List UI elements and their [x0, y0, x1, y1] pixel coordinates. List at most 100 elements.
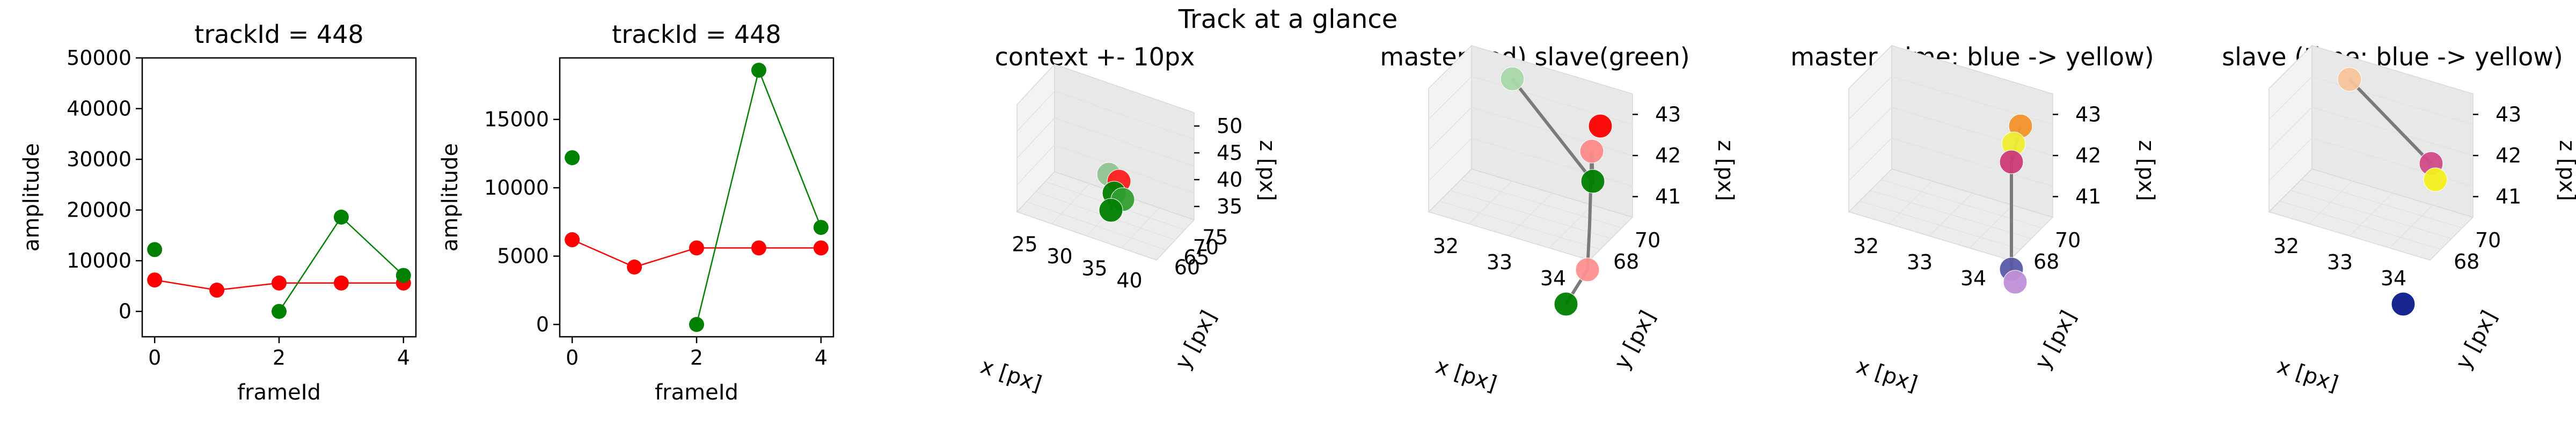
scatter-point — [1099, 198, 1123, 223]
panel-2-ytick-label: 0 — [536, 313, 549, 336]
panel-1-ytick-label: 20000 — [67, 198, 131, 222]
z-tick-label: 43 — [1655, 102, 1681, 126]
z-tick-label: 42 — [2075, 144, 2101, 167]
panel-1-series-0-point — [209, 283, 225, 298]
grid-line — [1880, 179, 2043, 228]
x-tick-label: 32 — [1433, 234, 1459, 258]
panel-3-ylabel: y [px] — [1170, 307, 1221, 374]
y-tick-label: 68 — [2033, 250, 2059, 273]
scatter-point — [2003, 270, 2028, 294]
x-tick-label: 34 — [1540, 267, 1566, 290]
panel-6-xlabel: x [px] — [2274, 354, 2341, 397]
panel-2-series-0-point — [565, 232, 580, 248]
grid-line — [1054, 144, 1195, 194]
grid-line — [1121, 207, 1160, 249]
panel-1-series-0-point — [333, 275, 349, 291]
grid-line — [2389, 204, 2433, 249]
panel-6-ylabel: y [px] — [2451, 307, 2502, 374]
x-tick-label: 33 — [1487, 250, 1512, 274]
amplitude-panel-2: trackId = 448 0 2 4 0 5000 10000 15000 frameId… — [438, 20, 835, 405]
panel-4-xlabel: x [px] — [1432, 354, 1499, 397]
panel-5-ylabel: y [px] — [2030, 307, 2081, 374]
y-tick-label: 70 — [1193, 235, 1219, 259]
x-tick-label: 33 — [2327, 250, 2353, 274]
y-tick-label: 70 — [1635, 228, 1660, 252]
grid-line — [1428, 137, 1472, 182]
panel-2-series-0-point — [813, 240, 829, 256]
panel-2-ylabel: amplitude — [438, 143, 463, 252]
scatter-point — [1588, 114, 1613, 138]
y-tick-label: 60 — [1174, 256, 1200, 279]
figure-suptitle: Track at a glance — [1178, 4, 1398, 34]
grid-line — [1428, 76, 1472, 120]
grid-line — [1891, 137, 2053, 187]
scatter-point — [1999, 150, 2024, 174]
panel-2-xtick-label: 4 — [815, 346, 828, 369]
grid-line — [1848, 76, 1892, 120]
panel-1-ytick-label: 50000 — [67, 46, 131, 70]
panel-2-series-1-point — [565, 150, 580, 166]
panel-3-title: context +- 10px — [995, 42, 1195, 71]
grid-line — [1054, 91, 1195, 140]
panel-1-series-1-point — [147, 242, 163, 257]
z-tick-label: 43 — [2496, 102, 2521, 126]
panel-1-series-0-point — [147, 272, 163, 288]
amplitude-panel-1: trackId = 448 0 2 4 0 10000 20000 30000 40000 50… — [19, 20, 417, 405]
panel-2-series-1-point — [751, 62, 766, 78]
panel-2-xtick-label: 0 — [566, 346, 579, 369]
panel-1-frame — [141, 57, 417, 338]
panel-1-ticks: 0 2 4 0 10000 20000 30000 40000 50000 — [67, 46, 410, 369]
scatter-point — [1500, 66, 1525, 91]
scatter-point — [1575, 257, 1600, 282]
panel-2-ytick-label: 15000 — [484, 108, 549, 131]
panel-1-series-1-point — [396, 268, 411, 283]
x-tick-label: 33 — [1907, 250, 1933, 274]
grid-line — [2311, 107, 2473, 156]
panel-1-xtick-label: 2 — [273, 346, 286, 369]
z-tick-label: 41 — [2075, 185, 2101, 209]
panel-1-ytick-label: 10000 — [67, 249, 131, 272]
panel-1-series-1-line — [278, 216, 404, 312]
scatter-point — [2391, 292, 2416, 316]
panel-2-series-1-line — [696, 68, 822, 325]
panel-3-zlabel: z [px] — [1255, 140, 1279, 201]
panel-2-xlabel: frameId — [655, 380, 738, 405]
y-tick-label: 70 — [2055, 228, 2081, 252]
trajectory-line — [2348, 78, 2433, 165]
panel-6-zlabel: z [px] — [2555, 140, 2576, 201]
y-tick-label: 65 — [1183, 246, 1209, 269]
grid-line — [1891, 107, 2053, 156]
panel-1-ytick-label: 0 — [119, 300, 131, 323]
scatter-point — [1579, 139, 1604, 164]
z-tick-label: 45 — [1217, 141, 1242, 165]
panel-2-series-1-point — [689, 317, 704, 332]
panel-1-xtick-label: 0 — [148, 346, 161, 369]
x-tick-label: 34 — [2381, 267, 2406, 290]
scatter-point — [1580, 169, 1605, 194]
panel-5-xlabel: x [px] — [1853, 354, 1920, 397]
grid-line — [1460, 179, 1622, 228]
grid-line — [1870, 190, 2032, 239]
z-tick-label: 35 — [1217, 195, 1242, 218]
grid-line — [1848, 137, 1892, 182]
panel-5-title: master (time: blue -> yellow) — [1790, 42, 2154, 71]
grid-line — [1969, 204, 2013, 249]
panel-1-series-1-point — [272, 304, 287, 319]
z-tick-label: 43 — [2075, 102, 2101, 126]
x-tick-label: 32 — [1853, 234, 1879, 258]
grid-line — [2268, 137, 2312, 182]
panel-1-ytick-label: 40000 — [67, 97, 131, 121]
panel-4-ylabel: y [px] — [1609, 307, 1660, 374]
grid-line — [2301, 179, 2463, 228]
z-tick-label: 42 — [1655, 144, 1681, 167]
panel-2-frame — [559, 57, 835, 338]
y-tick-label: 68 — [1613, 250, 1639, 273]
grid-line — [2268, 76, 2312, 120]
panel-2-series-0-point — [751, 240, 766, 256]
z-tick-label: 40 — [1217, 168, 1242, 191]
panel-1-series-1-point — [333, 209, 349, 225]
panel-2-series-1-point — [813, 220, 829, 235]
x-tick-label: 35 — [1081, 256, 1107, 280]
